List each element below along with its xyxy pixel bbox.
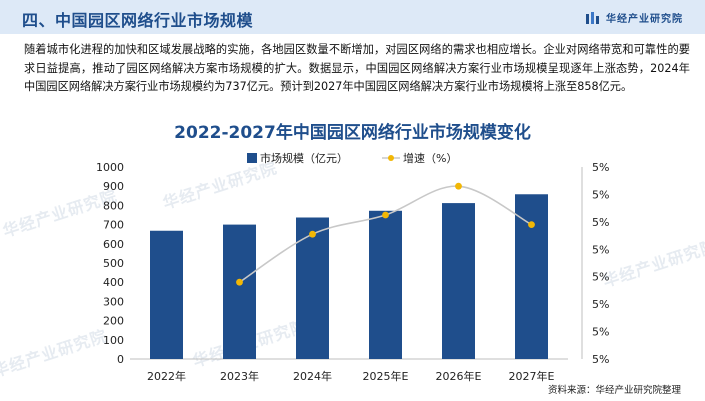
brand: 华经产业研究院 <box>586 10 683 25</box>
growth-point <box>528 221 535 229</box>
source-note: 资料来源：华经产业研究院整理 <box>547 385 681 396</box>
x-tick-label: 2027年E <box>509 369 555 383</box>
x-tick-label: 2022年 <box>147 369 186 383</box>
y-left-tick-label: 500 <box>103 257 124 270</box>
y-left-tick-label: 100 <box>103 334 124 347</box>
bar <box>150 230 183 359</box>
y-right-tick-label: 5% <box>592 188 609 201</box>
bar <box>442 203 475 359</box>
y-left-tick-label: 400 <box>103 276 124 289</box>
brand-name: 华经产业研究院 <box>606 14 683 25</box>
y-right-tick-label: 5% <box>592 161 609 174</box>
y-left-tick-label: 800 <box>103 199 124 212</box>
legend: 市场规模（亿元） 增速（%） <box>247 151 457 165</box>
x-tick-label: 2025年E <box>363 369 409 383</box>
y-right-tick-label: 5% <box>592 353 609 366</box>
bar <box>515 194 548 359</box>
plot-area: 0 100 200 300 400 500 600 700 800 900 1000 5% 5% 5% 5%… <box>96 161 609 383</box>
y-right-tick-label: 5% <box>592 298 609 311</box>
growth-point <box>309 230 316 238</box>
legend-bar-swatch <box>247 153 257 163</box>
y-left-tick-label: 900 <box>103 180 124 193</box>
y-left-tick-label: 1000 <box>96 161 124 174</box>
intro-paragraph: 随着城市化进程的加快和区域发展战略的实施，各地园区数量不断增加，对园区网络的需求… <box>24 43 690 93</box>
brand-logo-icon <box>586 11 599 24</box>
page-title: 四、中国园区网络行业市场规模 <box>22 11 254 30</box>
bar <box>369 210 402 359</box>
y-left-tick-label: 300 <box>103 295 124 308</box>
y-right-tick-label: 5% <box>592 271 609 284</box>
y-left-tick-label: 200 <box>103 315 124 328</box>
y-left-tick-label: 0 <box>117 353 124 366</box>
legend-bar-label: 市场规模（亿元） <box>260 151 348 165</box>
y-left-tick-label: 600 <box>103 238 124 251</box>
growth-point <box>236 278 243 286</box>
growth-point <box>455 182 462 190</box>
chart-title: 2022-2027年中国园区网络行业市场规模变化 <box>174 123 531 143</box>
legend-line-label: 增速（%） <box>403 151 457 165</box>
y-right-tick-label: 5% <box>592 326 609 339</box>
x-tick-label: 2024年 <box>293 369 332 383</box>
header-banner: 四、中国园区网络行业市场规模 华经产业研究院 <box>0 0 705 34</box>
y-left-tick-label: 700 <box>103 219 124 232</box>
x-tick-label: 2023年 <box>220 369 259 383</box>
legend-line-marker <box>388 155 394 161</box>
bar <box>296 217 329 359</box>
y-right-tick-label: 5% <box>592 216 609 229</box>
x-tick-label: 2026年E <box>436 369 482 383</box>
growth-point <box>382 211 389 219</box>
y-right-tick-label: 5% <box>592 243 609 256</box>
bar <box>223 224 256 359</box>
